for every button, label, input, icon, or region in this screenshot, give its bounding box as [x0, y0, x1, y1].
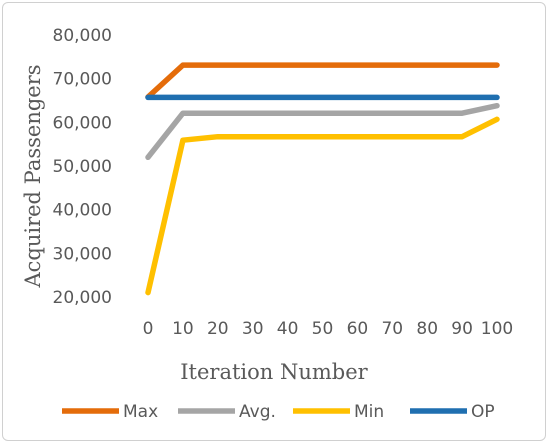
x-tick-label: 60	[347, 319, 369, 339]
x-tick-label: 20	[207, 319, 229, 339]
x-tick-label: 90	[451, 319, 473, 339]
series-lines	[145, 62, 500, 296]
legend: Max Avg. Min OP	[62, 402, 495, 422]
legend-label-avg: Avg.	[239, 402, 276, 422]
y-tick-label: 20,000	[53, 288, 112, 308]
series-line-avg	[145, 102, 500, 161]
x-axis-title: Iteration Number	[180, 360, 368, 384]
y-axis-ticks: 20,000 30,000 40,000 50,000 60,000 70,000 80,0…	[53, 26, 112, 308]
y-tick-label: 80,000	[53, 26, 112, 46]
y-tick-label: 30,000	[53, 244, 112, 264]
series-line-min	[145, 116, 500, 296]
x-tick-label: 70	[381, 319, 403, 339]
x-tick-label: 10	[172, 319, 194, 339]
y-axis-title: Acquired Passengers	[21, 64, 45, 288]
x-tick-label: 50	[312, 319, 334, 339]
y-tick-label: 70,000	[53, 70, 112, 90]
x-tick-label: 100	[481, 319, 513, 339]
legend-label-op: OP	[471, 402, 495, 422]
legend-label-max: Max	[123, 402, 158, 422]
y-tick-label: 40,000	[53, 201, 112, 221]
x-tick-label: 40	[277, 319, 299, 339]
legend-label-min: Min	[354, 402, 384, 422]
x-tick-label: 30	[242, 319, 264, 339]
x-tick-label: 80	[416, 319, 438, 339]
chart-frame	[2, 2, 546, 441]
y-tick-label: 50,000	[53, 157, 112, 177]
x-tick-label: 0	[143, 319, 154, 339]
series-line-max	[145, 62, 500, 100]
y-tick-label: 60,000	[53, 113, 112, 133]
x-axis-ticks: 0 10 20 30 40 50 60 70 80 90 100	[143, 319, 514, 339]
